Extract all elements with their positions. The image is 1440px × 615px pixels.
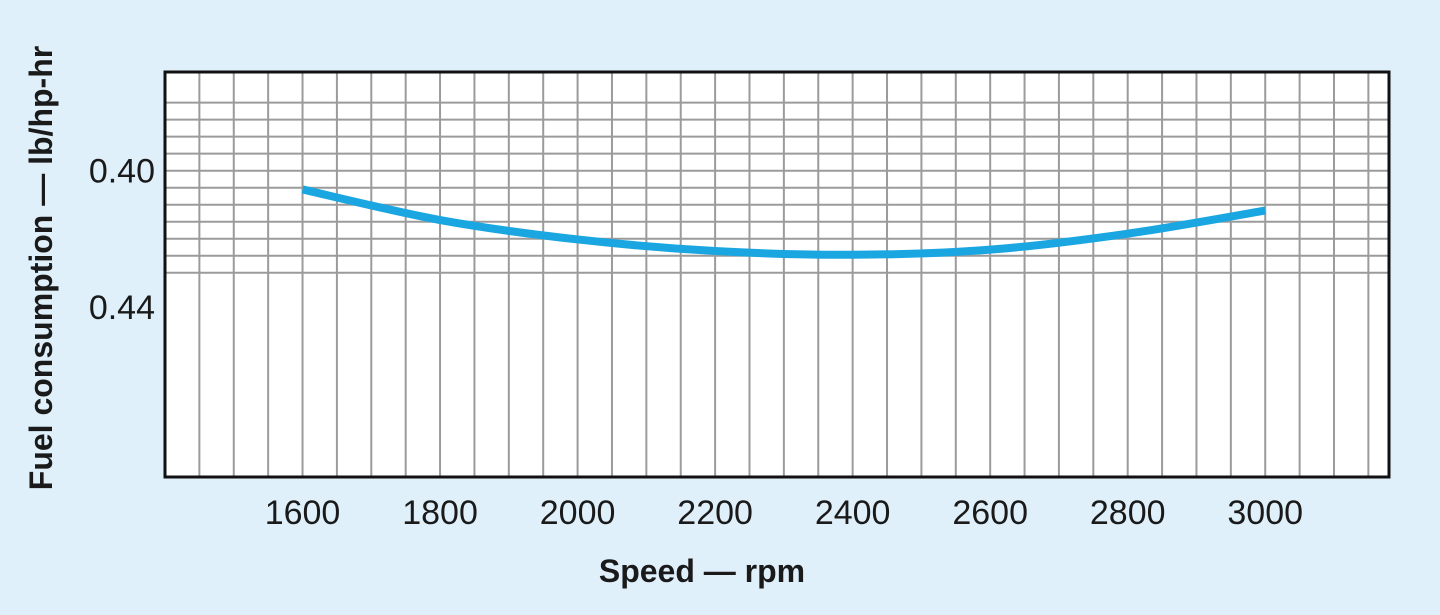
x-tick-label-2000: 2000 [540, 494, 616, 532]
x-tick-label-1800: 1800 [402, 494, 478, 532]
series-line-0 [301, 185, 1266, 259]
grid [165, 72, 1389, 477]
x-tick-label-2800: 2800 [1090, 494, 1166, 532]
series-layer [301, 185, 1266, 259]
x-tick-labels: 1600 1800 2000 2200 2400 2600 2800 3000 [265, 494, 1303, 532]
x-axis-title: Speed — rpm [599, 553, 805, 589]
y-tick-label-0.44: 0.44 [89, 289, 155, 327]
x-tick-label-2600: 2600 [952, 494, 1028, 532]
plot-area [165, 72, 1389, 477]
y-tick-label-0.40: 0.40 [89, 153, 155, 191]
y-axis-title: Fuel consumption — lb/hp-hr [23, 46, 59, 490]
x-tick-label-2400: 2400 [815, 494, 891, 532]
x-tick-label-1600: 1600 [265, 494, 341, 532]
plot-frame [163, 70, 1391, 479]
x-tick-label-2200: 2200 [677, 494, 753, 532]
x-tick-label-3000: 3000 [1227, 494, 1303, 532]
y-tick-labels: 0.40 0.44 [89, 153, 155, 327]
